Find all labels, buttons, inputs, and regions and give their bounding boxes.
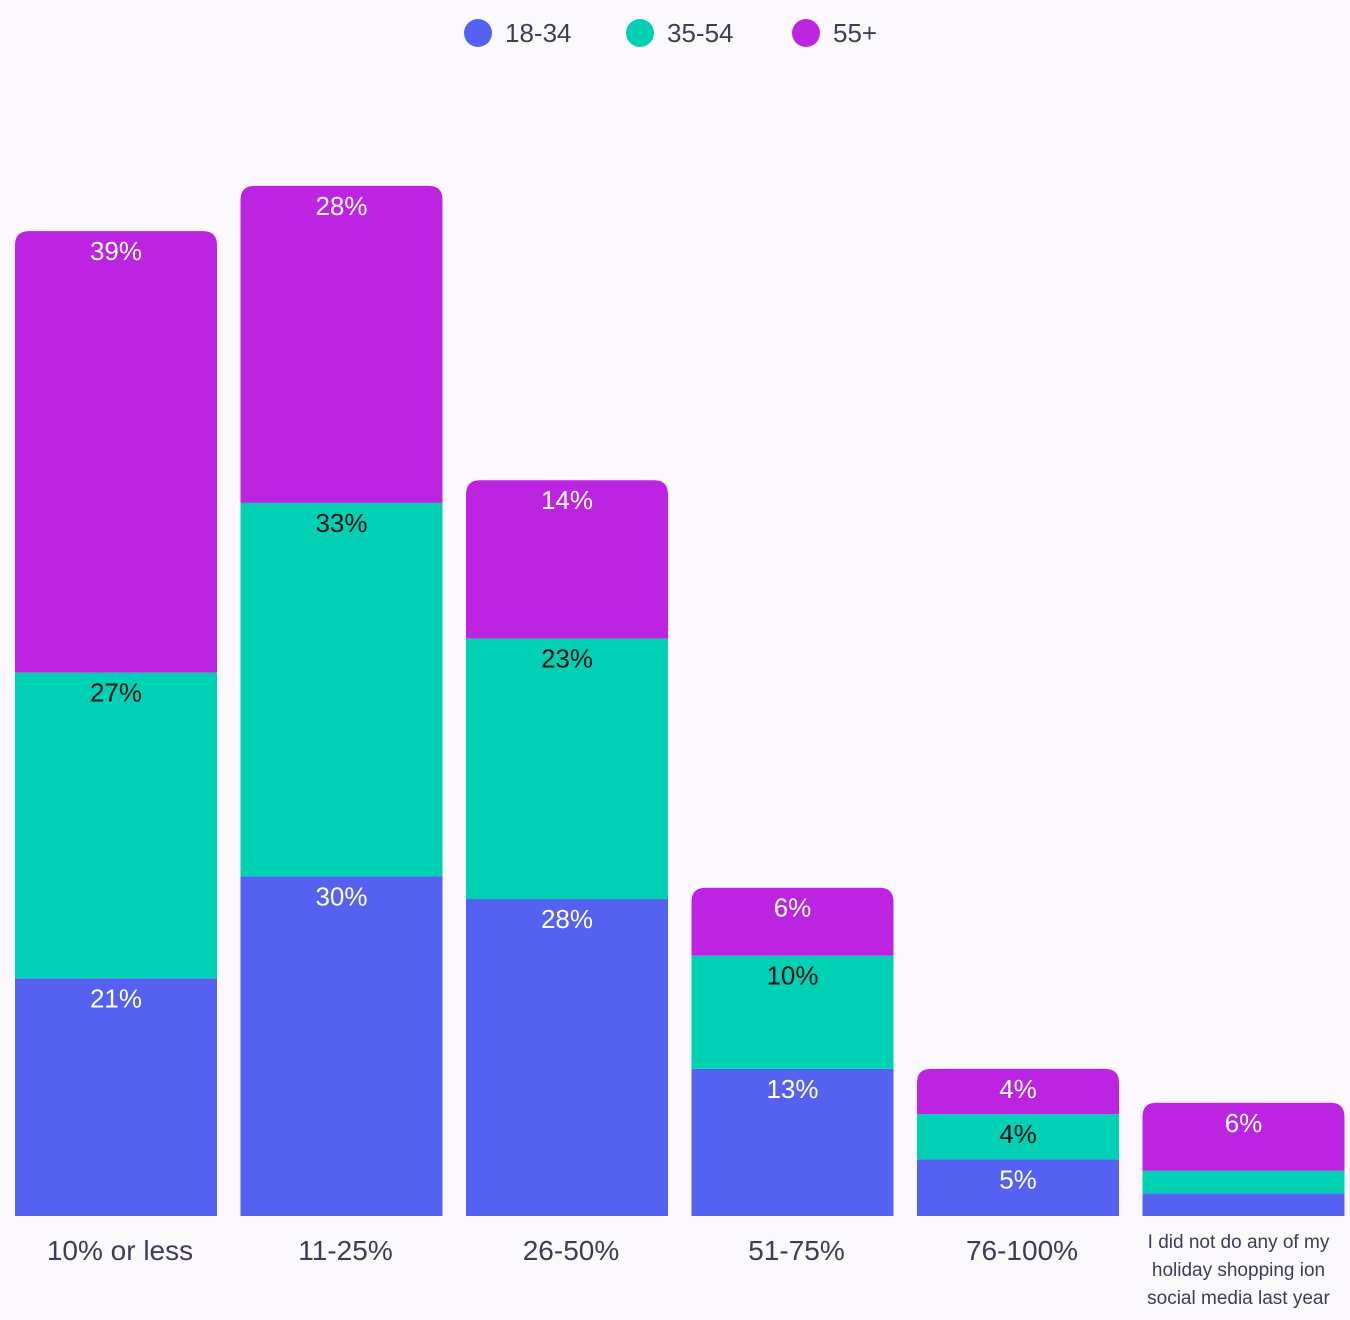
data-label: 4%	[999, 1074, 1037, 1104]
data-label: 6%	[1225, 1108, 1263, 1138]
bar-stack: 6%	[1142, 1102, 1345, 1216]
category-label: 76-100%	[966, 1235, 1078, 1266]
data-label: 30%	[315, 881, 367, 911]
bar-segment	[1142, 1170, 1345, 1194]
bar-segment	[1142, 1193, 1345, 1216]
legend-swatch	[464, 19, 492, 47]
bar-stack: 28% 23% 14%	[466, 480, 668, 1216]
bar-segment	[917, 1114, 1119, 1160]
legend-label: 18-34	[505, 18, 572, 48]
category-label: 10% or less	[47, 1235, 193, 1266]
bar-segment	[691, 955, 894, 1069]
data-label: 14%	[541, 485, 593, 515]
bar-segment	[466, 899, 668, 1216]
legend-label: 55+	[833, 18, 877, 48]
data-label: 28%	[315, 191, 367, 221]
bar-segment	[691, 887, 894, 956]
bar-segment	[917, 1068, 1119, 1115]
data-label: 10%	[766, 961, 818, 991]
bar-segment	[917, 1159, 1119, 1216]
bar-segment	[15, 231, 217, 673]
data-label: 21%	[90, 983, 142, 1013]
bar-stack: 13% 10% 6%	[691, 887, 894, 1216]
legend-item: 55+	[792, 18, 877, 48]
bar-stack: 5% 4% 4%	[917, 1068, 1119, 1216]
bar-segment	[466, 638, 668, 900]
bar-segment	[240, 502, 443, 877]
legend-swatch	[626, 19, 654, 47]
data-label: 33%	[315, 508, 367, 538]
legend-swatch	[792, 19, 820, 47]
data-label: 39%	[90, 236, 142, 266]
x-axis-labels: 10% or less 11-25% 26-50% 51-75% 76-100% I di…	[47, 1232, 1331, 1309]
bars-group: 21% 27% 39% 30% 33% 28% 28% 23% 14% 13% 10% 6% 5% 4% 4…	[15, 185, 1345, 1216]
legend-item: 18-34	[464, 18, 572, 48]
bar-segment	[1142, 1102, 1345, 1171]
bar-segment	[466, 480, 668, 639]
bar-segment	[15, 978, 217, 1216]
category-label: I did not do any of my holiday shopping i…	[1147, 1232, 1330, 1309]
category-label: 11-25%	[298, 1235, 392, 1266]
data-label: 5%	[999, 1164, 1037, 1194]
bar-segment	[691, 1068, 894, 1216]
category-label: 51-75%	[748, 1235, 845, 1266]
data-label: 13%	[766, 1074, 818, 1104]
bar-segment	[240, 876, 443, 1216]
bar-stack: 30% 33% 28%	[240, 185, 443, 1216]
bar-stack: 21% 27% 39%	[15, 231, 217, 1216]
data-label: 27%	[90, 678, 142, 708]
legend: 18-34 35-54 55+	[464, 18, 877, 48]
data-label: 28%	[541, 904, 593, 934]
data-label: 23%	[541, 644, 593, 674]
category-label: 26-50%	[523, 1235, 620, 1266]
bar-segment	[240, 185, 443, 503]
legend-item: 35-54	[626, 18, 734, 48]
data-label: 6%	[774, 893, 812, 923]
legend-label: 35-54	[667, 18, 734, 48]
bar-segment	[15, 672, 217, 979]
data-label: 4%	[999, 1119, 1037, 1149]
